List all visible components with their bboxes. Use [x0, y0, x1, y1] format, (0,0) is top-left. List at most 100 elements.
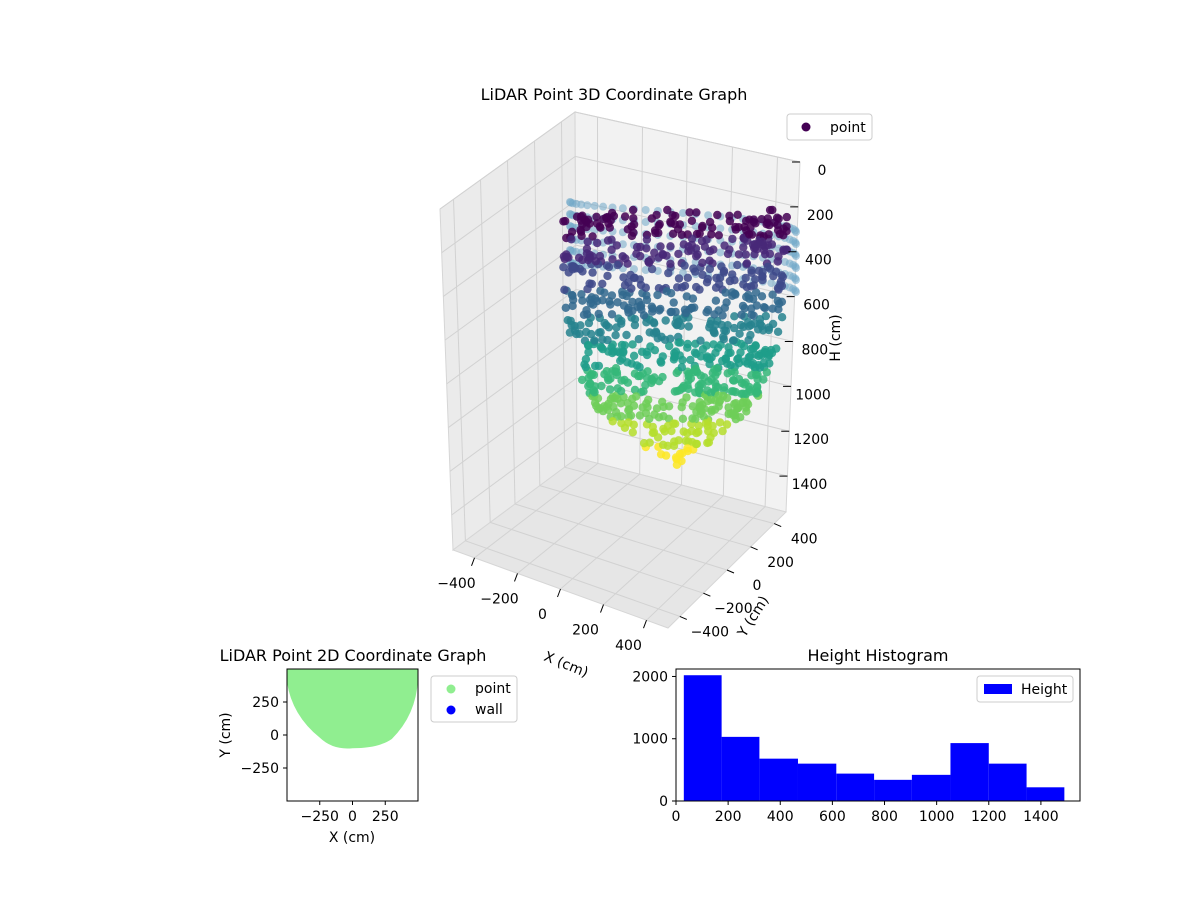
cloud-point [699, 412, 708, 421]
cloud-point [724, 343, 733, 352]
cloud-point [706, 319, 715, 329]
cloud-point [603, 236, 613, 245]
cloud-point [779, 224, 788, 233]
cloud-point [594, 405, 603, 414]
cloud-point [662, 251, 671, 260]
x-tick-hist: 0 [672, 809, 681, 825]
cloud-point [734, 250, 744, 259]
cloud-point [613, 394, 622, 403]
x-tick-2d: 250 [372, 809, 399, 825]
z-tick-3d: 1200 [793, 432, 829, 448]
cloud-point [713, 343, 723, 353]
cloud-point [567, 262, 576, 271]
cloud-point [581, 355, 591, 364]
cloud-point [674, 249, 683, 259]
legend-2d: point wall [430, 675, 518, 723]
cloud-point [583, 237, 592, 246]
legend-hist-swatch [984, 684, 1012, 694]
cloud-point [772, 344, 781, 353]
cloud-point [593, 238, 602, 248]
cloud-point [683, 339, 692, 349]
cloud-point [687, 216, 697, 225]
cloud-point [642, 235, 652, 244]
x-tick-3d: 200 [572, 623, 599, 639]
cloud-point [681, 436, 691, 446]
cloud-point [704, 211, 713, 220]
cloud-point [694, 386, 703, 395]
cloud-point [584, 318, 594, 328]
cloud-point [666, 218, 676, 228]
histogram-bar [874, 779, 912, 801]
cloud-point [641, 206, 650, 215]
cloud-point [747, 310, 756, 319]
cloud-point [642, 399, 651, 408]
cloud-point [674, 274, 684, 283]
cloud-point [747, 371, 756, 380]
cloud-point [736, 413, 745, 422]
cloud-point [701, 419, 711, 428]
cloud-point [737, 378, 746, 388]
cloud-point [603, 405, 613, 414]
histogram-bar [911, 774, 951, 801]
cloud-point [619, 273, 628, 282]
cloud-point [647, 264, 657, 274]
cloud-point [723, 249, 733, 259]
x-tick-hist: 1400 [1023, 809, 1059, 825]
cloud-point [765, 249, 775, 259]
cloud-point [645, 414, 654, 424]
cloud-point [740, 357, 750, 366]
cloud-point [753, 375, 762, 384]
cloud-point [703, 305, 713, 315]
cloud-point [762, 368, 771, 377]
cloud-point [719, 266, 729, 276]
legend-3d: point [786, 113, 873, 141]
cloud-point [586, 299, 595, 308]
cloud-point [623, 259, 632, 268]
cloud-point [618, 290, 627, 300]
cloud-point [584, 341, 593, 350]
y-ticks-3d: −400 −2000 200 400 [679, 523, 818, 640]
x-ticks-3d: −400 −200 0 200 400 [437, 557, 647, 654]
cloud-point [604, 323, 614, 332]
cloud-point [561, 303, 570, 312]
x-tick-3d: 400 [615, 638, 642, 654]
cloud-point [752, 389, 761, 398]
cloud-point [642, 295, 652, 305]
y-tick-hist: 2000 [632, 669, 668, 685]
cloud-point [684, 247, 693, 256]
cloud-point [704, 427, 713, 436]
cloud-point [693, 250, 702, 259]
cloud-point [778, 272, 787, 282]
cloud-point [751, 219, 760, 228]
cloud-point [675, 386, 684, 395]
cloud-point [710, 310, 719, 319]
cloud-point [599, 202, 608, 211]
cloud-point [576, 227, 586, 236]
cloud-point [612, 368, 622, 377]
histogram-bar [950, 743, 989, 801]
cloud-point [594, 361, 604, 371]
cloud-point [665, 341, 674, 351]
cloud-point [718, 426, 727, 436]
cloud-point [716, 396, 725, 405]
cloud-point [710, 405, 720, 414]
cloud-point [696, 371, 705, 380]
z-tick-3d: 400 [805, 253, 832, 269]
cloud-point [698, 270, 707, 279]
cloud-point [608, 417, 617, 426]
cloud-point [637, 347, 647, 356]
cloud-point [739, 280, 748, 289]
cloud-point [600, 288, 609, 297]
cloud-point [643, 367, 652, 376]
cloud-point [584, 348, 593, 357]
cloud-point [564, 253, 573, 262]
cloud-point [734, 354, 743, 363]
cloud-point [748, 240, 758, 249]
cloud-point [672, 368, 681, 378]
cloud-point [620, 341, 629, 350]
cloud-point [656, 242, 665, 251]
cloud-point [641, 218, 650, 227]
cloud-point [679, 209, 687, 217]
cloud-point [782, 245, 792, 254]
cloud-point [669, 419, 678, 428]
